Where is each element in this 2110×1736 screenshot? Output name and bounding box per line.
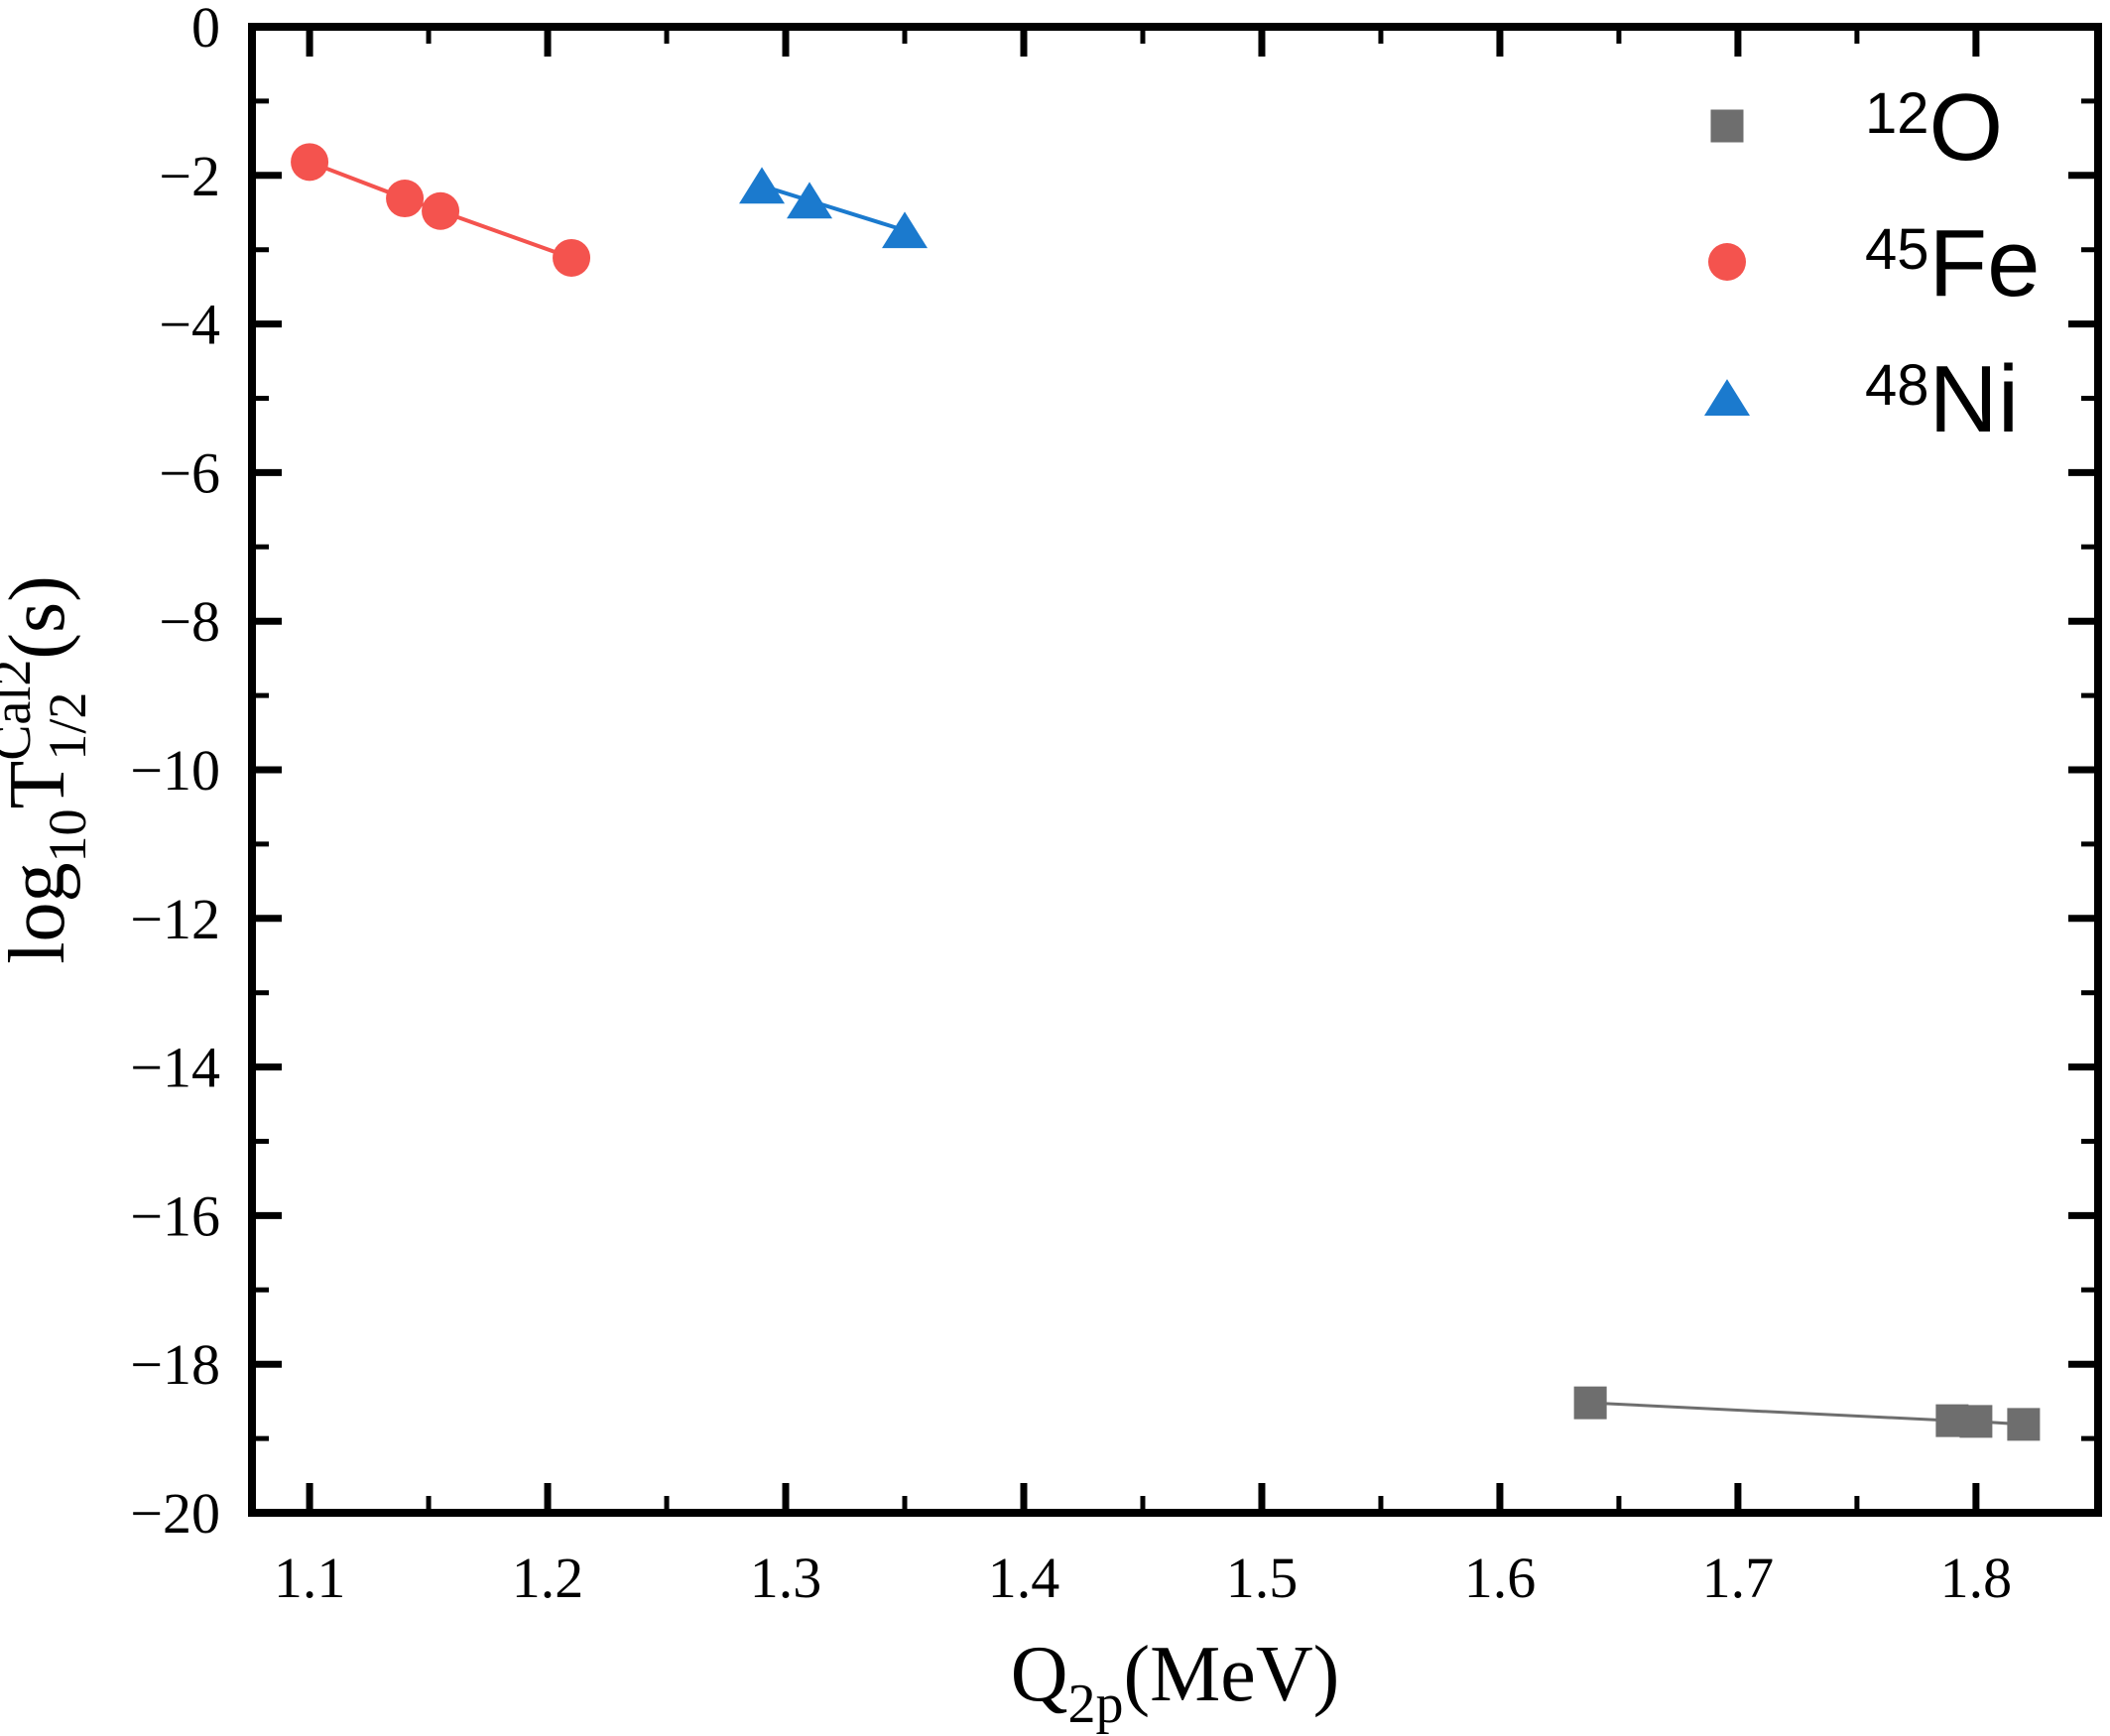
- marker-12O: [1573, 1386, 1607, 1420]
- legend-label-45Fe: 45Fe: [1865, 210, 2041, 316]
- x-tick-label: 1.7: [1702, 1546, 1775, 1610]
- x-tick-label: 1.1: [274, 1546, 346, 1610]
- marker-48Ni: [787, 182, 833, 219]
- y-tick-label: 0: [191, 0, 220, 60]
- y-tick-label: −16: [130, 1183, 220, 1248]
- legend: 12O 45Fe 48Ni: [1704, 74, 2041, 452]
- x-tick-label: 1.2: [512, 1546, 584, 1610]
- axes-ticks: [252, 23, 2098, 1517]
- y-tick-label: −18: [130, 1332, 220, 1397]
- legend-label-12O: 12O: [1865, 74, 2003, 181]
- legend-label-48Ni: 48Ni: [1865, 346, 2019, 452]
- marker-45Fe: [553, 238, 591, 277]
- legend-marker-45Fe: [1708, 243, 1746, 281]
- marker-48Ni: [882, 211, 929, 249]
- marker-45Fe: [386, 180, 425, 218]
- y-tick-label: −6: [159, 440, 220, 505]
- marker-48Ni: [739, 167, 786, 204]
- x-tick-label: 1.6: [1464, 1546, 1537, 1610]
- axis-labels: 1.1 1.2 1.3 1.4 1.5 1.6 1.7 1.8 0 −2 −4 −6 −8 −10 −12 −…: [0, 0, 2012, 1735]
- plot-border: [248, 23, 2102, 1517]
- marker-12O: [1959, 1405, 1993, 1438]
- legend-marker-12O: [1710, 109, 1744, 143]
- x-tick-label: 1.5: [1226, 1546, 1299, 1610]
- y-tick-label: −20: [130, 1481, 220, 1546]
- y-axis-label: log10TCal21/2(s): [0, 575, 97, 964]
- plot-border-layer: [248, 23, 2102, 1517]
- marker-45Fe: [422, 191, 460, 230]
- y-tick-label: −4: [159, 293, 220, 357]
- y-tick-label: −8: [159, 589, 220, 654]
- legend-marker-48Ni: [1704, 379, 1750, 416]
- y-tick-label: −12: [130, 887, 220, 951]
- y-tick-label: −2: [159, 144, 220, 208]
- x-tick-label: 1.8: [1940, 1546, 2013, 1610]
- series-line-48Ni: [761, 184, 906, 233]
- series-line-45Fe: [309, 160, 572, 260]
- x-tick-label: 1.3: [750, 1546, 822, 1610]
- data-series: [291, 143, 2041, 1441]
- marker-12O: [2007, 1408, 2041, 1441]
- marker-45Fe: [291, 143, 329, 182]
- x-tick-label: 1.4: [988, 1546, 1060, 1610]
- y-tick-label: −14: [130, 1036, 220, 1100]
- x-axis-label: Q2p(MeV): [1011, 1631, 1339, 1735]
- y-tick-label: −10: [130, 738, 220, 803]
